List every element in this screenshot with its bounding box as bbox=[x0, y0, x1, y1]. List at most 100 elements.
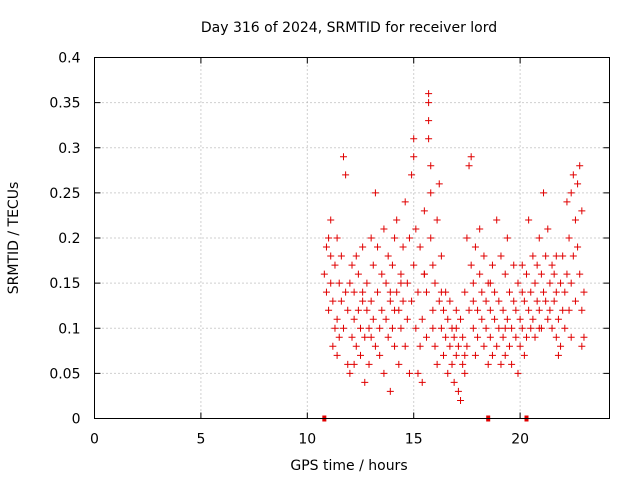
data-point bbox=[457, 315, 465, 323]
data-point bbox=[499, 333, 507, 341]
data-point bbox=[531, 333, 539, 341]
data-point bbox=[450, 333, 458, 341]
data-point bbox=[384, 252, 392, 260]
data-point bbox=[548, 324, 556, 332]
data-point bbox=[422, 288, 430, 296]
ticks: 0 0.05 0.1 0.15 0.2 0.25 0.3 0.35 0.4 0 5 10 15 20 bbox=[49, 51, 610, 448]
y-axis-label: SRMTID / TECUs bbox=[6, 182, 22, 295]
data-point bbox=[425, 135, 433, 143]
data-point bbox=[339, 324, 347, 332]
y-tick-label: 0.05 bbox=[49, 366, 80, 382]
data-point bbox=[567, 189, 575, 197]
data-point bbox=[482, 324, 490, 332]
data-point bbox=[363, 279, 371, 287]
data-point bbox=[523, 333, 531, 341]
data-point bbox=[578, 306, 586, 314]
y-tick-label: 0.4 bbox=[58, 51, 80, 67]
data-point bbox=[563, 198, 571, 206]
data-point bbox=[435, 297, 443, 305]
data-point bbox=[529, 252, 537, 260]
data-point bbox=[386, 288, 394, 296]
data-point bbox=[561, 324, 569, 332]
data-point bbox=[354, 270, 362, 278]
data-point bbox=[512, 306, 520, 314]
data-point bbox=[471, 351, 479, 359]
data-point bbox=[322, 288, 330, 296]
data-point bbox=[429, 261, 437, 269]
y-tick-label: 0.1 bbox=[58, 321, 80, 337]
data-point bbox=[416, 342, 424, 350]
data-point bbox=[459, 360, 467, 368]
data-point bbox=[333, 234, 341, 242]
y-tick-label: 0 bbox=[72, 412, 81, 428]
data-point bbox=[382, 315, 390, 323]
data-point bbox=[399, 243, 407, 251]
data-point bbox=[525, 216, 533, 224]
data-points bbox=[320, 90, 588, 404]
data-point bbox=[574, 243, 582, 251]
data-point bbox=[576, 162, 584, 170]
data-point bbox=[567, 279, 575, 287]
data-point bbox=[518, 324, 526, 332]
data-point bbox=[384, 333, 392, 341]
data-point bbox=[359, 288, 367, 296]
data-point bbox=[537, 270, 545, 278]
data-point bbox=[527, 288, 535, 296]
data-point bbox=[565, 234, 573, 242]
data-point bbox=[465, 306, 473, 314]
data-point bbox=[461, 288, 469, 296]
data-point bbox=[533, 297, 541, 305]
data-point bbox=[554, 351, 562, 359]
data-point bbox=[337, 252, 345, 260]
x-tick-label: 10 bbox=[298, 432, 316, 448]
data-point bbox=[469, 279, 477, 287]
data-point bbox=[503, 234, 511, 242]
data-point bbox=[563, 270, 571, 278]
data-point bbox=[344, 306, 352, 314]
data-point bbox=[378, 270, 386, 278]
data-point bbox=[391, 342, 399, 350]
data-point bbox=[486, 279, 494, 287]
data-point bbox=[380, 225, 388, 233]
data-point bbox=[501, 351, 509, 359]
data-point bbox=[322, 243, 330, 251]
data-point bbox=[488, 261, 496, 269]
data-point bbox=[505, 342, 513, 350]
data-point bbox=[388, 324, 396, 332]
data-point bbox=[571, 216, 579, 224]
data-point bbox=[369, 315, 377, 323]
data-point bbox=[544, 315, 552, 323]
data-point bbox=[412, 324, 420, 332]
data-point bbox=[501, 270, 509, 278]
data-point bbox=[397, 270, 405, 278]
data-point bbox=[546, 306, 554, 314]
data-point bbox=[493, 342, 501, 350]
data-point bbox=[437, 288, 445, 296]
x-tick-label: 15 bbox=[405, 432, 423, 448]
data-point bbox=[552, 288, 560, 296]
data-point bbox=[510, 297, 518, 305]
data-point bbox=[359, 243, 367, 251]
data-point bbox=[327, 252, 335, 260]
data-point bbox=[493, 216, 501, 224]
data-point bbox=[535, 324, 543, 332]
y-tick-label: 0.35 bbox=[49, 96, 80, 112]
data-point bbox=[467, 261, 475, 269]
data-point bbox=[463, 342, 471, 350]
data-point bbox=[393, 288, 401, 296]
data-point bbox=[567, 333, 575, 341]
data-point bbox=[523, 270, 531, 278]
data-point bbox=[525, 306, 533, 314]
data-point bbox=[444, 315, 452, 323]
data-point bbox=[497, 252, 505, 260]
data-point bbox=[335, 279, 343, 287]
data-point bbox=[382, 279, 390, 287]
data-point bbox=[518, 261, 526, 269]
x-axis-label: GPS time / hours bbox=[290, 458, 407, 474]
data-point bbox=[452, 324, 460, 332]
data-point bbox=[416, 243, 424, 251]
data-point bbox=[495, 324, 503, 332]
data-point bbox=[346, 279, 354, 287]
y-tick-label: 0.3 bbox=[58, 141, 80, 157]
data-point bbox=[408, 297, 416, 305]
